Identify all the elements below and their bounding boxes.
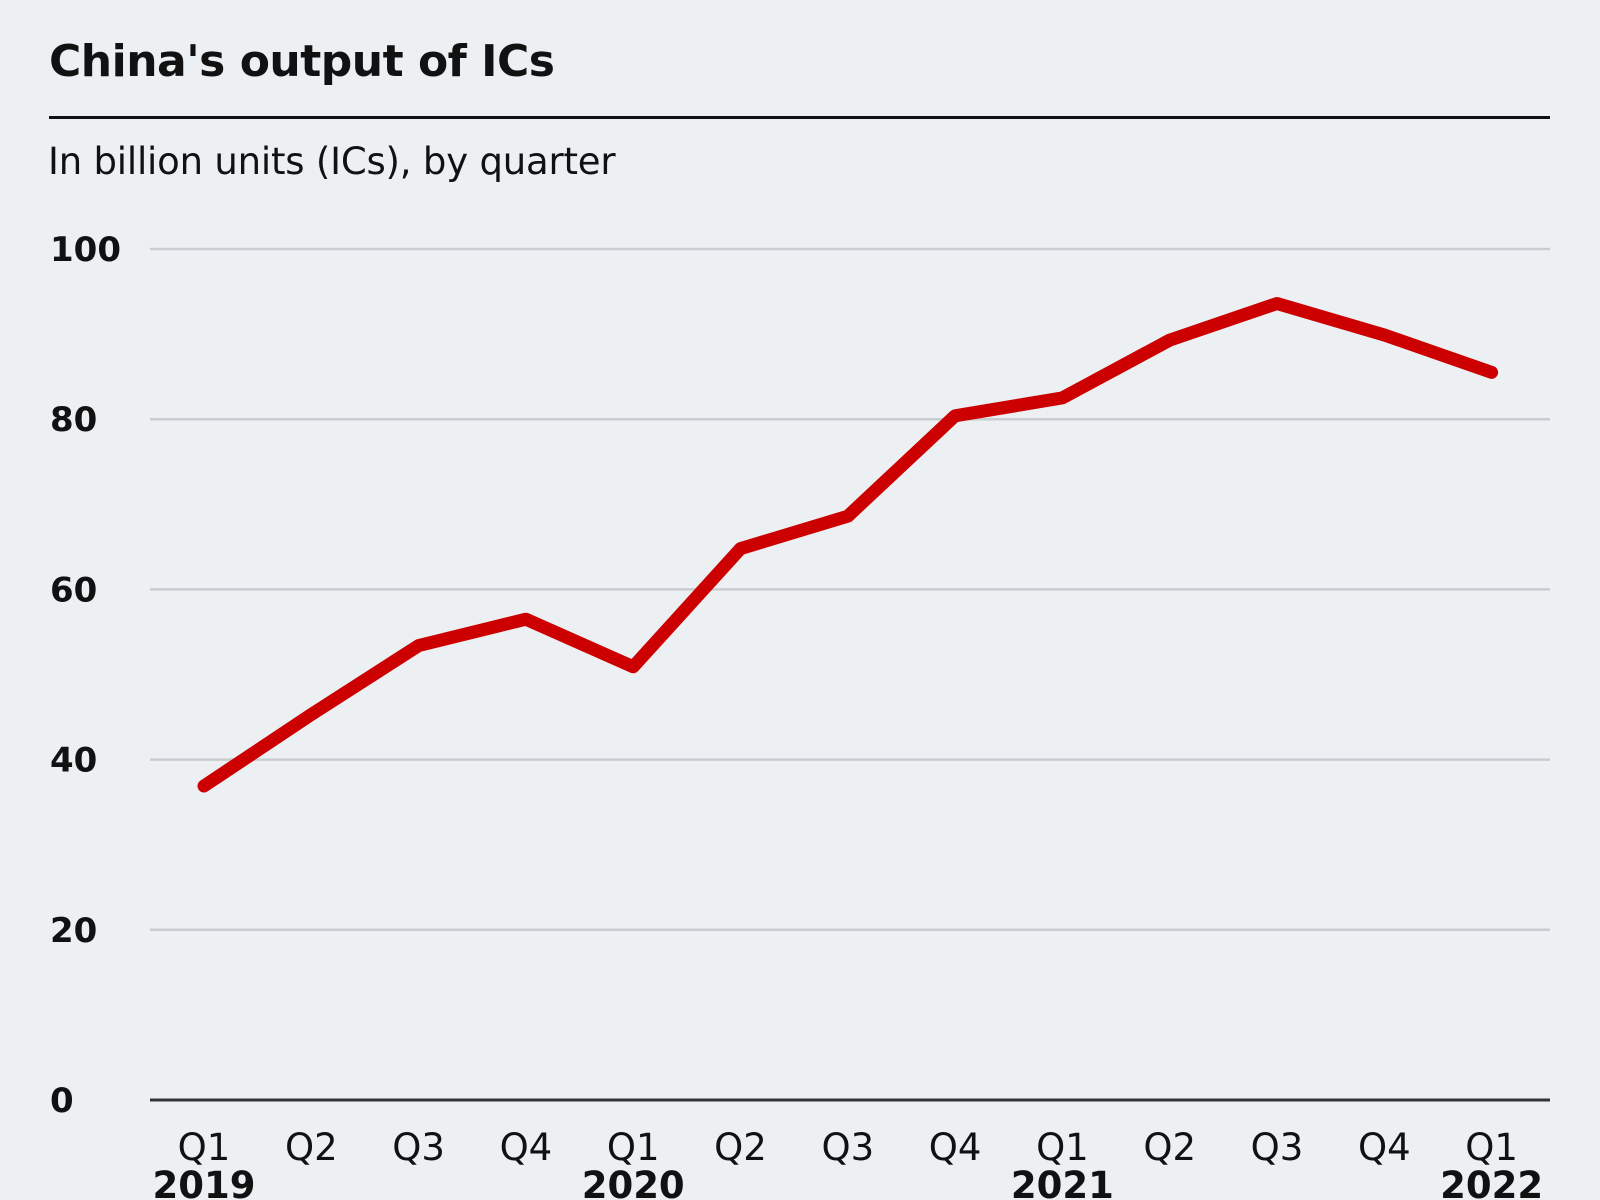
x-year-label: 2019 [153, 1164, 256, 1200]
x-tick-label: Q2 [285, 1126, 338, 1169]
x-tick-label: Q2 [714, 1126, 767, 1169]
x-tick-label: Q1 [178, 1126, 231, 1169]
data-point [1490, 371, 1493, 374]
data-point [203, 784, 205, 787]
data-point [1276, 302, 1278, 305]
x-tick-label: Q4 [929, 1126, 982, 1169]
data-point [1383, 333, 1386, 336]
data-point [310, 713, 313, 716]
y-tick-label: 100 [50, 230, 121, 270]
chart-title: China's output of ICs [49, 36, 555, 87]
data-point [524, 618, 527, 621]
gridlines [150, 247, 1550, 932]
y-tick-label: 20 [50, 911, 97, 951]
x-tick-label: Q1 [607, 1126, 660, 1169]
y-axis-ticks: 0 20 40 60 80 100 [50, 230, 121, 1121]
data-point [1168, 339, 1171, 342]
x-year-label: 2021 [1011, 1164, 1114, 1200]
y-tick-label: 60 [50, 570, 97, 610]
x-tick-label: Q2 [1143, 1126, 1196, 1169]
x-tick-label: Q1 [1036, 1126, 1089, 1169]
x-year-label: 2022 [1440, 1164, 1543, 1200]
x-tick-label: Q3 [392, 1126, 445, 1169]
y-tick-label: 0 [50, 1081, 74, 1121]
x-tick-label: Q3 [821, 1126, 874, 1169]
series-line [197, 297, 1499, 793]
data-point [632, 665, 635, 668]
data-point [417, 644, 420, 647]
data-point [846, 515, 849, 518]
x-tick-label: Q1 [1465, 1126, 1518, 1169]
series-lines [197, 297, 1499, 793]
x-tick-label: Q3 [1251, 1126, 1304, 1169]
data-point [954, 414, 957, 417]
title-divider [49, 116, 1550, 119]
y-tick-label: 80 [50, 400, 97, 440]
x-tick-label: Q4 [500, 1126, 553, 1169]
y-tick-label: 40 [50, 741, 97, 781]
chart-subtitle: In billion units (ICs), by quarter [48, 140, 616, 183]
x-year-label: 2020 [582, 1164, 685, 1200]
x-tick-label: Q4 [1358, 1126, 1411, 1169]
data-point [1061, 396, 1064, 399]
data-point [739, 547, 742, 550]
